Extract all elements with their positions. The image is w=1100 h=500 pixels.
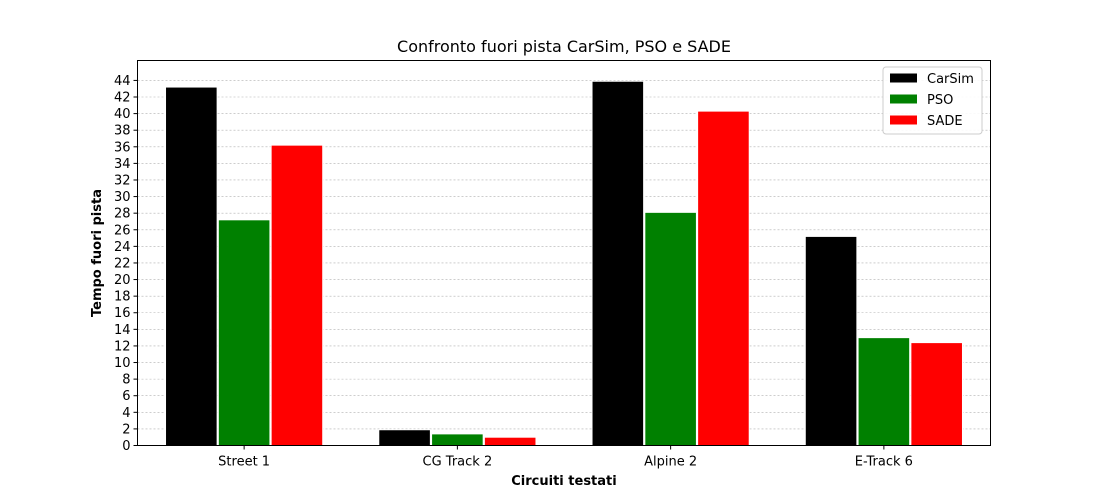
y-tick-label: 2 <box>122 422 130 437</box>
legend-swatch-pso <box>890 94 917 104</box>
y-tick-label: 16 <box>114 306 131 321</box>
bar-pso-0 <box>217 219 271 446</box>
y-tick-label: 0 <box>122 439 130 454</box>
bar-pso-2 <box>644 211 697 446</box>
legend-swatch-sade <box>890 115 917 125</box>
y-tick-label: 24 <box>114 240 131 255</box>
y-tick-label: 26 <box>114 223 131 238</box>
y-tick-label: 34 <box>114 157 131 172</box>
bars <box>165 80 963 447</box>
y-tick-label: 36 <box>114 140 131 155</box>
bar-carsim-0 <box>165 86 218 446</box>
bar-pso-3 <box>857 337 911 446</box>
x-tick-label: E-Track 6 <box>855 455 913 470</box>
x-tick-label: CG Track 2 <box>423 455 493 470</box>
y-tick-label: 4 <box>122 406 130 421</box>
y-tick-label: 40 <box>114 107 131 122</box>
y-tick-label: 32 <box>114 173 131 188</box>
chart-title: Confronto fuori pista CarSim, PSO e SADE <box>397 37 731 56</box>
y-tick-label: 6 <box>122 389 130 404</box>
bar-sade-1 <box>483 436 537 446</box>
y-axis-ticks: 0246810121416182022242628303234363840424… <box>114 74 138 454</box>
y-tick-label: 8 <box>122 373 130 388</box>
y-tick-label: 30 <box>114 190 131 205</box>
y-tick-label: 42 <box>114 91 131 106</box>
bar-pso-1 <box>431 433 484 446</box>
y-tick-label: 20 <box>114 273 131 288</box>
x-tick-label: Alpine 2 <box>644 455 697 470</box>
y-tick-label: 22 <box>114 256 131 271</box>
y-tick-label: 18 <box>114 290 131 305</box>
x-axis-ticks: Street 1 CG Track 2 Alpine 2 E-Track 6 <box>218 445 913 470</box>
y-tick-label: 44 <box>114 74 131 89</box>
y-tick-label: 14 <box>114 323 131 338</box>
bar-carsim-1 <box>378 429 431 447</box>
x-axis-label: Circuiti testati <box>511 474 616 489</box>
y-tick-label: 12 <box>114 339 131 354</box>
bar-carsim-2 <box>591 80 645 447</box>
legend-label-sade: SADE <box>927 114 963 129</box>
bar-sade-2 <box>697 110 750 446</box>
bar-sade-3 <box>910 342 963 446</box>
legend-label-carsim: CarSim <box>927 72 974 87</box>
y-tick-label: 10 <box>114 356 131 371</box>
bar-carsim-3 <box>804 235 858 446</box>
y-tick-label: 28 <box>114 207 131 222</box>
legend-swatch-carsim <box>890 73 917 83</box>
y-tick-label: 38 <box>114 124 131 139</box>
legend: CarSim PSO SADE <box>882 66 983 135</box>
plot-frame <box>137 60 991 446</box>
legend-label-pso: PSO <box>927 93 953 108</box>
x-tick-label: Street 1 <box>218 455 270 470</box>
bar-sade-0 <box>270 144 324 447</box>
y-axis-label: Tempo fuori pista <box>90 189 105 317</box>
